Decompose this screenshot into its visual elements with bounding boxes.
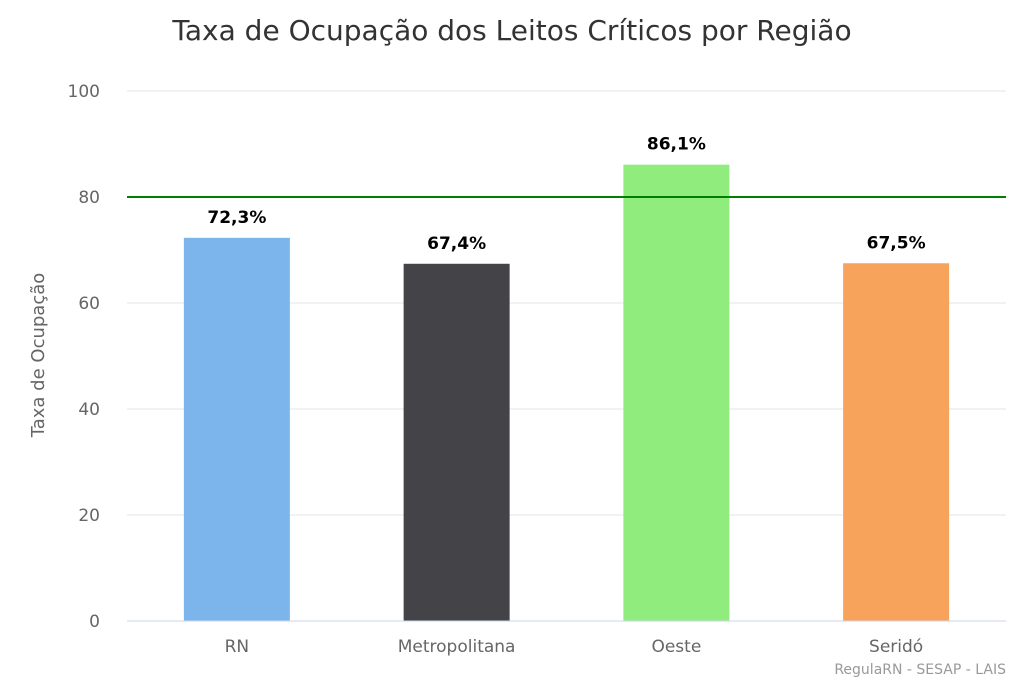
bar [403,263,510,621]
y-tick-label: 60 [78,294,100,314]
y-tick-label: 40 [78,400,100,420]
x-tick-label: Oeste [651,637,701,657]
bars [183,164,950,622]
x-tick-label: Seridó [869,637,923,657]
y-tick-label: 100 [68,82,100,102]
chart-title: Taxa de Ocupação dos Leitos Críticos por… [171,14,851,47]
bar [183,237,290,621]
y-axis-ticks: 0 20 40 60 80 100 [68,82,100,632]
x-axis-ticks: RN Metropolitana Oeste Seridó [225,637,924,657]
y-tick-label: 20 [78,506,100,526]
credit-text: RegulaRN - SESAP - LAIS [834,662,1006,678]
x-tick-label: Metropolitana [398,637,516,657]
y-axis-label: Taxa de Ocupação [28,273,49,439]
data-label: 67,4% [427,234,486,254]
data-label: 72,3% [207,208,266,228]
y-tick-label: 0 [89,612,100,632]
data-label: 86,1% [647,135,706,155]
data-labels: 72,3% 67,4% 86,1% 67,5% [207,135,925,254]
bar [843,263,950,621]
data-label: 67,5% [867,233,926,253]
bar [623,164,730,622]
y-tick-label: 80 [78,188,100,208]
x-tick-label: RN [225,637,250,657]
